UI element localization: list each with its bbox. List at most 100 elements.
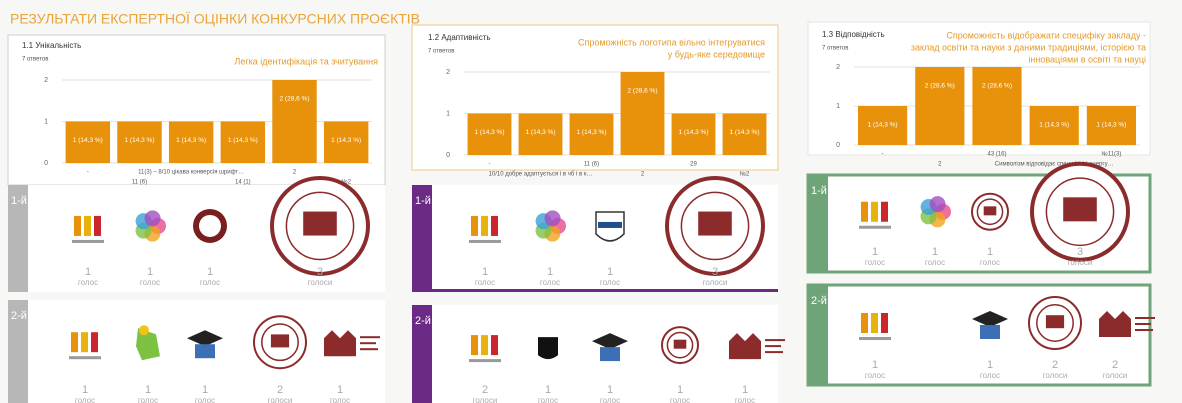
vote-unit: голос bbox=[195, 396, 215, 403]
rank-bar bbox=[8, 300, 28, 403]
x-tick-label: 2 bbox=[293, 170, 297, 176]
value-label: 1 (14,3 %) bbox=[577, 129, 607, 136]
bar bbox=[1086, 106, 1136, 145]
vote-count: 3 bbox=[317, 266, 323, 278]
bar bbox=[220, 121, 266, 163]
logo-part bbox=[469, 239, 501, 243]
vote-unit: голос bbox=[538, 396, 558, 403]
logo-part bbox=[91, 332, 98, 353]
logo-part bbox=[765, 339, 785, 342]
y-tick-label: 2 bbox=[44, 77, 48, 84]
chart-subtitle: 7 ответов bbox=[428, 49, 454, 55]
logo-part bbox=[81, 332, 88, 353]
x-tick-label: 29 bbox=[690, 162, 697, 168]
rank-bar bbox=[808, 285, 828, 385]
value-label: 1 (14,3 %) bbox=[868, 122, 898, 129]
x-tick-label: Символізм відповідає специфіці і енергу… bbox=[995, 162, 1114, 168]
vote-count: 1 bbox=[547, 266, 553, 278]
x-tick-label: 11 (6) bbox=[132, 180, 147, 186]
y-tick-label: 0 bbox=[836, 142, 840, 149]
value-label: 1 (14,3 %) bbox=[228, 137, 258, 144]
annotation: інноваціями в освіті та науці bbox=[1028, 54, 1146, 64]
vote-unit: голос bbox=[540, 278, 560, 287]
bar bbox=[518, 113, 563, 155]
vote-unit: голос bbox=[140, 278, 160, 287]
bar bbox=[722, 113, 767, 155]
y-tick-label: 0 bbox=[44, 160, 48, 167]
vote-count: 1 bbox=[82, 384, 88, 396]
logo-part bbox=[144, 210, 161, 227]
x-tick-label: - bbox=[489, 162, 491, 168]
y-tick-label: 1 bbox=[836, 103, 840, 110]
rank-label: 2-й bbox=[811, 295, 827, 307]
bar bbox=[467, 113, 512, 155]
logo-part bbox=[94, 215, 101, 236]
vote-unit: голоси bbox=[473, 396, 498, 403]
logo-part bbox=[544, 210, 561, 227]
value-label: 1 (14,3 %) bbox=[526, 129, 556, 136]
bar bbox=[1029, 106, 1079, 145]
vote-count: 1 bbox=[202, 384, 208, 396]
bar bbox=[915, 67, 965, 145]
vote-count: 3 bbox=[1077, 246, 1083, 258]
x-tick-label: №2 bbox=[341, 179, 351, 186]
vote-unit: голос bbox=[600, 396, 620, 403]
value-label: 1 (14,3 %) bbox=[679, 129, 709, 136]
vote-unit: голос bbox=[735, 396, 755, 403]
vote-count: 1 bbox=[85, 266, 91, 278]
vote-panel bbox=[806, 283, 1152, 387]
vote-unit: голоси bbox=[703, 278, 728, 287]
vote-unit: голос bbox=[925, 258, 945, 267]
logo-part bbox=[871, 201, 878, 222]
logo-part bbox=[861, 201, 868, 222]
logo-part bbox=[976, 198, 1004, 226]
logo-part bbox=[469, 359, 501, 363]
value-label: 2 (28,6 %) bbox=[628, 88, 658, 95]
logo-part bbox=[698, 211, 732, 236]
logo-part bbox=[285, 191, 355, 261]
logo-part bbox=[666, 331, 694, 359]
logo-part bbox=[972, 311, 1008, 327]
logo-part bbox=[600, 347, 620, 362]
vote-unit: голоси bbox=[1068, 258, 1093, 267]
value-label: 1 (14,3 %) bbox=[1039, 122, 1069, 129]
logo-part bbox=[491, 215, 498, 236]
panel-line bbox=[412, 289, 778, 292]
logo-part bbox=[881, 313, 888, 333]
vote-count: 1 bbox=[207, 266, 213, 278]
value-label: 1 (14,3 %) bbox=[475, 129, 505, 136]
x-tick-label: 11 (6) bbox=[584, 162, 599, 168]
y-tick-label: 0 bbox=[446, 152, 450, 159]
x-tick-label: №2 bbox=[740, 171, 750, 178]
value-label: 1 (14,3 %) bbox=[176, 137, 206, 144]
vote-unit: голос bbox=[980, 258, 1000, 267]
logo-part bbox=[1099, 311, 1131, 337]
logo-part bbox=[261, 323, 299, 362]
value-label: 2 (28,6 %) bbox=[280, 96, 310, 103]
logo-part bbox=[360, 342, 376, 345]
logo-part bbox=[1045, 177, 1115, 247]
y-tick-label: 2 bbox=[446, 69, 450, 76]
value-label: 2 (28,6 %) bbox=[925, 83, 955, 90]
bar bbox=[117, 121, 162, 163]
value-label: 2 (28,6 %) bbox=[982, 83, 1012, 90]
chart-title: 1.2 Адаптивність bbox=[428, 33, 491, 42]
value-label: 1 (14,3 %) bbox=[730, 129, 760, 136]
logo-part bbox=[69, 356, 101, 360]
bar bbox=[323, 121, 369, 163]
vote-unit: голос bbox=[200, 278, 220, 287]
logo-part bbox=[187, 330, 223, 347]
vote-unit: голос bbox=[980, 371, 1000, 380]
logo-part bbox=[729, 333, 761, 360]
logo-part bbox=[471, 215, 478, 236]
x-tick-label: 14 (1) bbox=[235, 180, 251, 186]
vote-unit: голоси bbox=[268, 396, 293, 403]
bar bbox=[671, 113, 716, 155]
logo-part bbox=[199, 214, 221, 237]
logo-part bbox=[1036, 304, 1074, 342]
annotation: заклад освіти та науки з даними традиція… bbox=[911, 42, 1146, 52]
logo-part bbox=[481, 215, 488, 236]
logo-part bbox=[324, 330, 356, 357]
x-tick-label: 2 bbox=[641, 172, 645, 178]
